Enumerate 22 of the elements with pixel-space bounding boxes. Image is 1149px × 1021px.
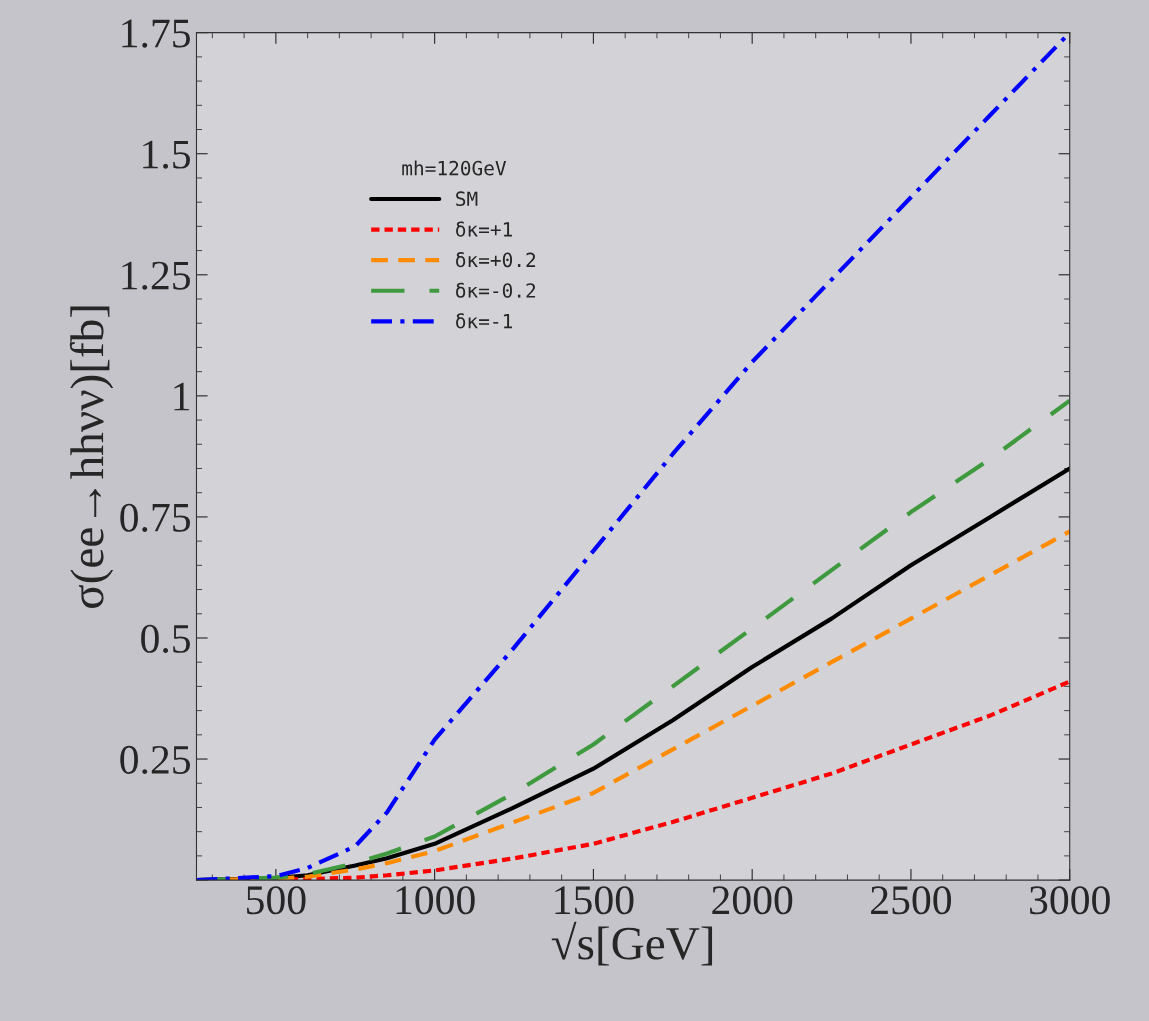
legend-label: SM: [456, 191, 478, 207]
y-axis-title: σ(ee→hhνν)[fb]: [69, 306, 114, 608]
y-tick-label: 1: [174, 382, 190, 411]
legend-label: δκ=-1: [456, 313, 512, 329]
x-axis-title: √s[GeV]: [551, 921, 713, 966]
y-tick-label: 0.5: [141, 624, 190, 654]
legend-label: δκ=+1: [456, 221, 512, 237]
legend-label: δκ=+0.2: [456, 252, 536, 268]
y-tick-label: 1.25: [122, 261, 190, 290]
line-series: [196, 32, 1070, 881]
x-tick-label: 1000: [396, 886, 475, 915]
y-tick-label: 1.75: [122, 19, 190, 48]
legend-label: δκ=-0.2: [456, 282, 536, 298]
x-tick-label: 2000: [712, 886, 793, 915]
x-tick-label: 500: [247, 886, 306, 915]
y-tick-label: 0.25: [120, 745, 190, 775]
x-tick-label: 3000: [1030, 886, 1110, 915]
legend-title: mh=120GeV: [402, 160, 507, 176]
y-tick-label: 1.5: [143, 140, 190, 169]
x-tick-label: 2500: [871, 886, 952, 915]
x-tick-label: 1500: [555, 886, 634, 915]
y-tick-label: 0.75: [120, 503, 190, 532]
